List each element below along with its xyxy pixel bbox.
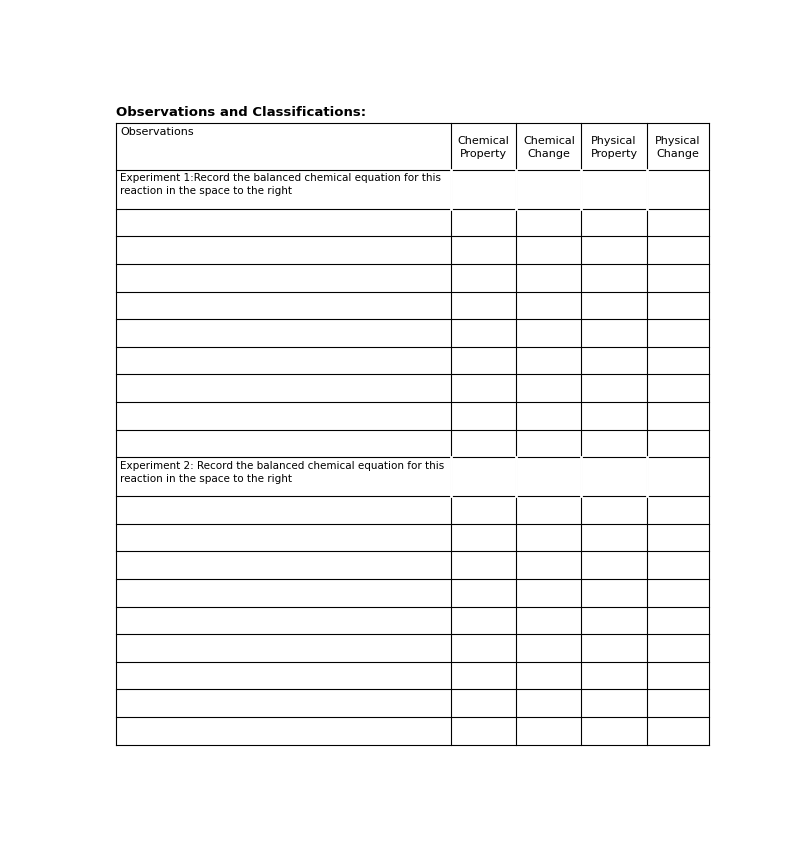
Text: Experiment 2: Record the balanced chemical equation for this
reaction in the spa: Experiment 2: Record the balanced chemic…: [120, 460, 444, 484]
Text: Observations and Classifications:: Observations and Classifications:: [116, 106, 366, 119]
Text: Physical
Change: Physical Change: [655, 136, 700, 159]
Text: Observations: Observations: [120, 127, 193, 137]
Text: Chemical
Change: Chemical Change: [523, 136, 575, 159]
Text: Chemical
Property: Chemical Property: [458, 136, 510, 159]
Text: Experiment 1:Record the balanced chemical equation for this
reaction in the spac: Experiment 1:Record the balanced chemica…: [120, 173, 441, 196]
Text: Physical
Property: Physical Property: [591, 136, 638, 159]
